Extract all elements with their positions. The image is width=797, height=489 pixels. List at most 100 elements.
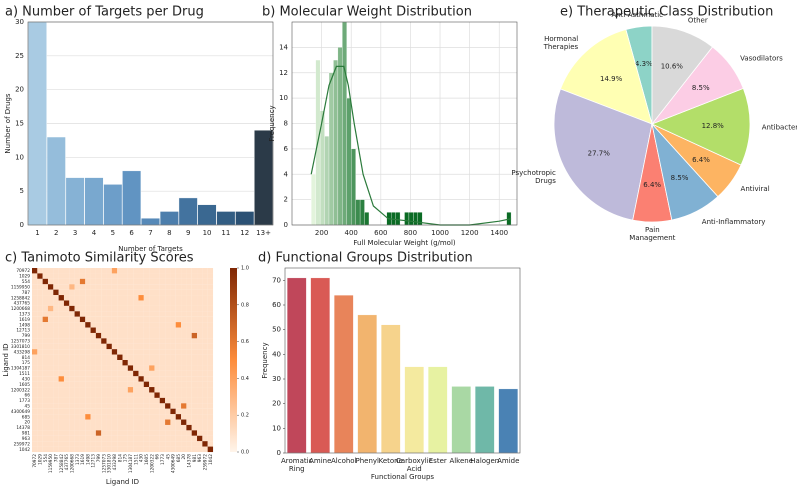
heatmap-cell bbox=[101, 349, 107, 355]
y-tick-label: 30 bbox=[272, 375, 281, 383]
bar bbox=[141, 218, 160, 226]
heatmap-cell bbox=[154, 354, 160, 361]
heatmap-cell bbox=[181, 360, 187, 366]
heatmap-cell bbox=[42, 300, 49, 306]
heatmap-cell bbox=[85, 397, 91, 404]
heatmap-cell bbox=[85, 316, 91, 323]
heatmap-cell bbox=[154, 419, 160, 425]
heatmap-cell bbox=[143, 397, 150, 404]
heatmap-cell bbox=[181, 332, 187, 339]
heatmap-cell bbox=[32, 305, 38, 312]
heatmap-cell bbox=[133, 295, 139, 301]
histogram-bar bbox=[333, 59, 339, 226]
heatmap-cell bbox=[69, 397, 75, 404]
heatmap-cell bbox=[165, 316, 171, 323]
heatmap-cell bbox=[154, 284, 160, 290]
heatmap-cell bbox=[63, 419, 70, 425]
heatmap-cell bbox=[127, 300, 134, 306]
heatmap-cell bbox=[74, 354, 80, 361]
heatmap-cell bbox=[133, 392, 139, 398]
heatmap-cell bbox=[106, 424, 112, 431]
y-tick-label: 60 bbox=[272, 301, 281, 309]
heatmap-cell bbox=[207, 327, 214, 333]
heatmap-cell bbox=[58, 338, 64, 344]
x-tick-label: 814 bbox=[117, 454, 123, 462]
heatmap-cell bbox=[69, 387, 75, 393]
x-tick-label: 1257073 bbox=[101, 454, 107, 473]
x-tick-label: Alkene bbox=[449, 457, 473, 465]
heatmap-cell bbox=[149, 441, 155, 447]
heatmap-cell bbox=[37, 381, 43, 388]
heatmap-cell bbox=[149, 354, 155, 361]
heatmap-cell bbox=[127, 387, 134, 393]
heatmap-cell bbox=[191, 316, 198, 323]
heatmap-cell bbox=[159, 327, 166, 333]
heatmap-cell bbox=[197, 430, 203, 436]
heatmap-cell bbox=[111, 365, 118, 371]
heatmap-cell bbox=[106, 365, 112, 371]
heatmap-cell bbox=[42, 397, 49, 404]
heatmap-cell bbox=[106, 338, 112, 344]
heatmap-cell bbox=[111, 273, 118, 279]
heatmap-cell bbox=[202, 403, 208, 409]
heatmap-cell bbox=[85, 430, 91, 436]
heatmap-cell bbox=[170, 354, 176, 361]
heatmap-cell bbox=[63, 268, 70, 274]
heatmap-cell bbox=[42, 295, 49, 301]
heatmap-cell bbox=[170, 284, 176, 290]
heatmap-cell bbox=[32, 365, 38, 371]
heatmap-cell bbox=[149, 305, 155, 312]
heatmap-cell bbox=[186, 354, 192, 361]
heatmap-cell bbox=[175, 441, 182, 447]
histogram-bar bbox=[395, 212, 401, 226]
heatmap-cell bbox=[175, 311, 182, 317]
heatmap-cell bbox=[53, 414, 59, 420]
heatmap-cell bbox=[42, 387, 49, 393]
heatmap-cell bbox=[133, 370, 139, 377]
heatmap-cell bbox=[63, 349, 70, 355]
heatmap-cell bbox=[159, 419, 166, 425]
pie-label-line: Pain bbox=[645, 226, 660, 234]
heatmap-cell bbox=[181, 392, 187, 398]
heatmap-cell bbox=[101, 414, 107, 420]
heatmap-cell bbox=[85, 365, 91, 371]
x-tick-label: 1 bbox=[35, 229, 39, 237]
heatmap-cell bbox=[117, 273, 123, 279]
x-tick-label: 1029 bbox=[37, 454, 43, 465]
heatmap-cell bbox=[154, 446, 160, 453]
heatmap-cell bbox=[138, 414, 144, 420]
heatmap-cell bbox=[90, 289, 96, 296]
y-tick-label: 1304187 bbox=[11, 366, 30, 372]
pie-value-label: 27.7% bbox=[588, 149, 611, 157]
heatmap-cell bbox=[90, 322, 96, 328]
x-tick-label: 70972 bbox=[32, 454, 38, 468]
pie-slice bbox=[553, 88, 653, 221]
heatmap-cell bbox=[58, 424, 64, 431]
heatmap-cell bbox=[95, 343, 102, 350]
heatmap-cell bbox=[117, 446, 123, 453]
heatmap-cell bbox=[53, 354, 59, 361]
heatmap-cell bbox=[69, 424, 75, 431]
heatmap-cell bbox=[127, 305, 134, 312]
heatmap-cell bbox=[138, 354, 144, 361]
heatmap-cell bbox=[154, 441, 160, 447]
heatmap-cell bbox=[63, 397, 70, 404]
heatmap-cell bbox=[165, 370, 171, 377]
heatmap-cell bbox=[175, 435, 182, 442]
heatmap-cell bbox=[165, 403, 171, 409]
heatmap-cell bbox=[90, 387, 96, 393]
heatmap-cell bbox=[207, 370, 214, 377]
heatmap-cell bbox=[106, 419, 112, 425]
heatmap-cell bbox=[127, 392, 134, 398]
heatmap-cell bbox=[197, 403, 203, 409]
heatmap-cell bbox=[85, 408, 91, 415]
heatmap-cell bbox=[133, 446, 139, 453]
heatmap-cell bbox=[138, 289, 144, 296]
heatmap-cell bbox=[202, 408, 208, 415]
heatmap-cell bbox=[127, 370, 134, 377]
heatmap-cell bbox=[143, 322, 150, 328]
heatmap-cell bbox=[95, 446, 102, 453]
heatmap-cell bbox=[101, 408, 107, 415]
heatmap-cell bbox=[170, 392, 176, 398]
heatmap-cell bbox=[170, 430, 176, 436]
